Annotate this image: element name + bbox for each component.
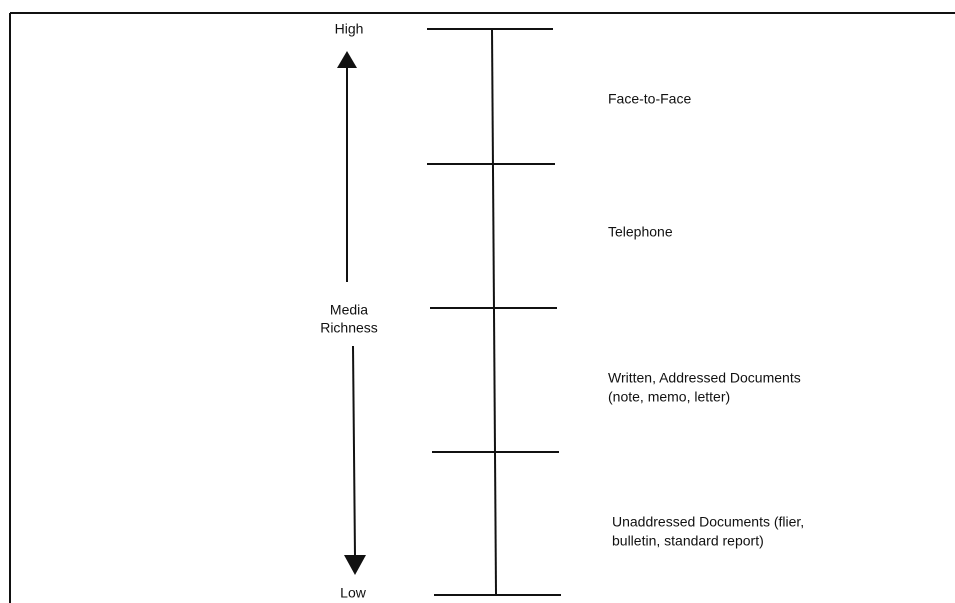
up-arrowhead bbox=[337, 51, 357, 68]
down-arrow bbox=[352, 345, 356, 558]
axis-label: Richness bbox=[320, 320, 378, 336]
axis-label: Media bbox=[330, 302, 368, 318]
level-label: (note, memo, letter) bbox=[608, 389, 730, 405]
level-label: Telephone bbox=[608, 224, 673, 240]
low-label: Low bbox=[340, 585, 367, 601]
level-label: Unaddressed Documents (flier, bbox=[612, 514, 804, 530]
scale-line bbox=[491, 28, 497, 595]
high-label: High bbox=[335, 21, 364, 37]
level-label: Written, Addressed Documents bbox=[608, 370, 801, 386]
level-label: bulletin, standard report) bbox=[612, 533, 764, 549]
level-label: Face-to-Face bbox=[608, 91, 691, 107]
down-arrowhead bbox=[344, 555, 366, 575]
